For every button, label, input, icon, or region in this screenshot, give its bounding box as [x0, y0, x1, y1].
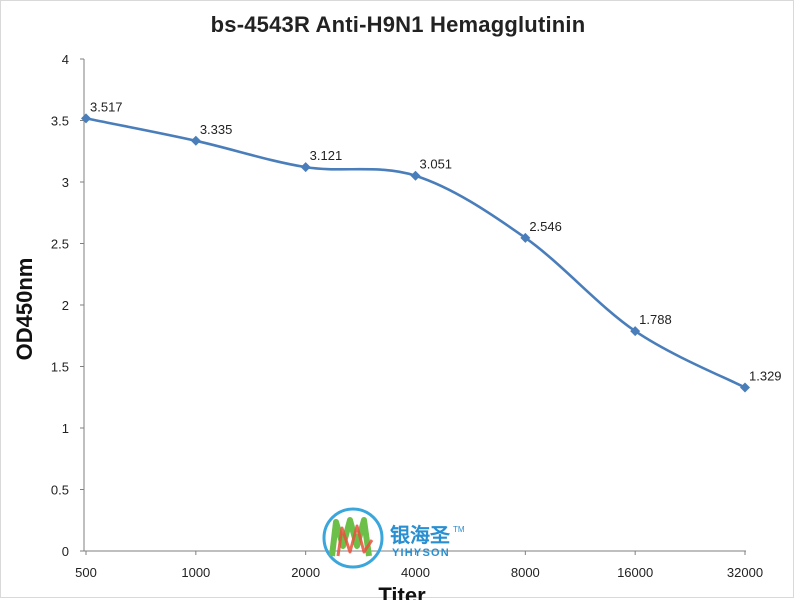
y-tick-labels: 0 0.5 1 1.5 2 2.5 3 3.5 4	[51, 52, 69, 559]
y-tick-label: 1.5	[51, 360, 69, 375]
y-tick-label: 4	[62, 52, 69, 67]
y-tick-label: 2	[62, 298, 69, 313]
brand-watermark: 银海圣 TM YIHYSON	[322, 507, 465, 569]
chart-title: bs-4543R Anti-H9N1 Hemagglutinin	[210, 12, 586, 37]
data-point	[520, 232, 531, 243]
data-point	[81, 113, 91, 124]
data-labels: 3.517 3.335 3.121 3.051 2.546 1.788 1.329	[90, 99, 782, 383]
brand-english-text: YIHYSON	[392, 547, 450, 559]
brand-chinese-text: 银海圣	[390, 523, 451, 547]
y-axis-title: OD450nm	[12, 258, 37, 361]
y-tick-label: 3	[62, 175, 69, 190]
y-tick-label: 1	[62, 421, 69, 436]
data-point	[300, 162, 311, 173]
x-tick-label: 8000	[511, 565, 540, 580]
y-tick-label: 3.5	[51, 114, 69, 129]
data-point	[190, 135, 201, 146]
y-tick-label: 0	[62, 544, 69, 559]
data-label: 3.517	[90, 99, 123, 114]
y-tick-label: 2.5	[51, 237, 69, 252]
data-points	[81, 113, 750, 393]
data-point	[740, 382, 750, 393]
data-label: 2.546	[529, 219, 562, 234]
axes	[80, 58, 746, 555]
x-tick-label: 4000	[401, 565, 430, 580]
x-tick-label: 1000	[181, 565, 210, 580]
data-point	[410, 170, 421, 181]
data-label: 1.788	[639, 312, 672, 327]
yihyson-logo-icon	[322, 507, 384, 569]
data-label: 3.121	[310, 148, 343, 163]
data-point	[630, 326, 641, 337]
y-tick-label: 0.5	[51, 483, 69, 498]
x-tick-label: 16000	[617, 565, 653, 580]
x-axis-title: Titer	[378, 583, 426, 600]
series-line	[85, 117, 746, 389]
data-label: 1.329	[749, 369, 782, 384]
data-label: 3.051	[420, 157, 453, 172]
trademark-text: TM	[453, 525, 465, 534]
x-tick-label: 500	[75, 565, 97, 580]
x-tick-label: 2000	[291, 565, 320, 580]
data-label: 3.335	[200, 122, 233, 137]
x-tick-label: 32000	[727, 565, 763, 580]
x-tick-labels: 500 1000 2000 4000 8000 16000 32000	[75, 565, 763, 580]
